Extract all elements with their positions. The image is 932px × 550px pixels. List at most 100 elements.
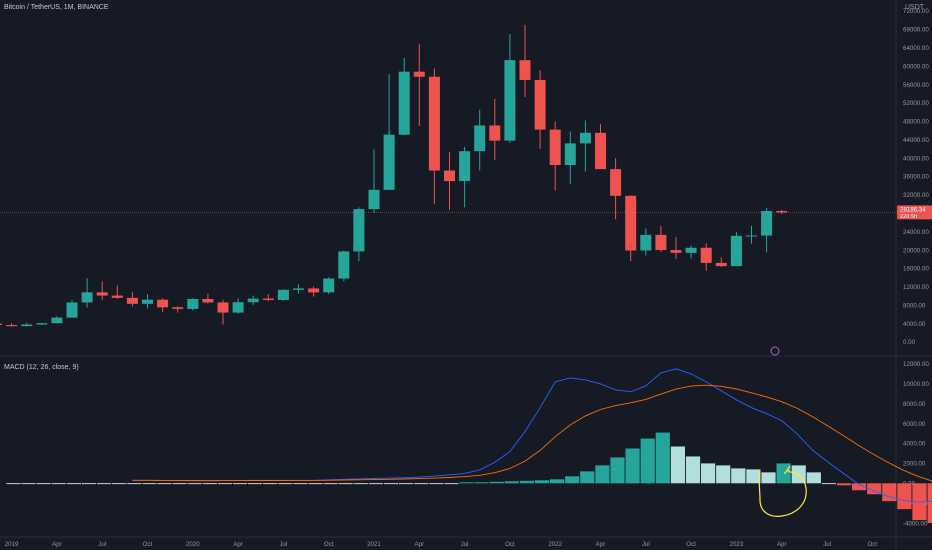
macd-tick-label: 12000.00 — [903, 361, 929, 368]
macd-histogram-bar — [761, 472, 776, 484]
macd-tick-label: 6000.00 — [903, 421, 926, 428]
macd-histogram-bar — [112, 483, 127, 485]
macd-histogram-bar — [746, 469, 761, 484]
candle — [142, 294, 153, 309]
candle-body — [277, 289, 289, 300]
macd-histogram-bar — [550, 479, 565, 484]
macd-histogram-bar — [685, 456, 701, 484]
candle-body — [489, 125, 501, 141]
candle-body — [338, 251, 350, 279]
candle — [700, 243, 712, 271]
time-tick-label: Jul — [279, 541, 287, 548]
candle — [625, 195, 637, 262]
macd-histogram-bar — [504, 481, 519, 484]
macd-histogram-bar — [701, 463, 716, 484]
macd-histogram-bar — [21, 483, 36, 485]
candle — [6, 323, 18, 327]
candle — [640, 228, 652, 256]
price-tick-label: 8000.00 — [903, 302, 926, 309]
candle — [81, 278, 93, 308]
macd-histogram-bar — [867, 483, 882, 495]
candle-body — [640, 234, 652, 251]
candle-body — [51, 317, 63, 324]
candle — [187, 297, 199, 311]
macd-histogram-bar — [338, 483, 353, 485]
candle — [595, 124, 606, 170]
time-tick-label: Apr — [596, 541, 606, 548]
candle — [277, 289, 289, 301]
time-tick-label: 2020 — [186, 541, 200, 548]
candle-body — [21, 324, 33, 327]
candle-body — [368, 189, 380, 210]
candle — [217, 299, 229, 325]
candle-body — [776, 210, 788, 213]
candle — [353, 207, 365, 262]
macd-histogram-bar — [157, 483, 172, 485]
candle-body — [6, 324, 18, 327]
macd-histogram-bar — [232, 483, 248, 485]
macd-histogram-bar — [187, 483, 202, 485]
macd-histogram-bar — [323, 483, 338, 485]
price-tick-label: 40000.00 — [903, 155, 929, 162]
macd-histogram-bar — [897, 483, 912, 510]
macd-histogram-bar — [670, 446, 685, 484]
candle-body — [610, 169, 622, 196]
price-tick-label: 4000.00 — [903, 321, 926, 328]
candle-body — [715, 262, 727, 267]
macd-histogram-bar — [655, 432, 670, 484]
price-tick-label: 44000.00 — [903, 137, 929, 144]
candle — [413, 44, 425, 126]
candle-body — [444, 170, 455, 182]
candle-body — [474, 125, 486, 152]
macd-histogram-bar — [595, 465, 610, 484]
last-price-value: 28186.34 — [900, 206, 926, 213]
price-tick-label: 60000.00 — [903, 63, 929, 70]
macd-histogram-bar — [293, 483, 308, 485]
hand-drawn-annotation — [758, 465, 807, 517]
candle-body — [217, 302, 229, 313]
candle-body — [0, 323, 2, 325]
candle — [126, 291, 138, 307]
candle — [308, 286, 320, 297]
macd-histogram-bar — [519, 480, 534, 484]
macd-histogram-bar — [97, 483, 112, 485]
macd-histogram-bar — [278, 483, 293, 485]
macd-histogram-bar — [36, 483, 51, 485]
candle-body — [595, 132, 606, 170]
candle — [111, 285, 123, 299]
candle-body — [519, 60, 531, 80]
candle-body — [428, 76, 440, 171]
candle-body — [172, 307, 184, 309]
time-tick-label: 2019 — [5, 541, 19, 548]
macd-tick-label: 8000.00 — [903, 401, 926, 408]
macd-histogram-bar — [459, 482, 474, 484]
macd-histogram-bar — [474, 482, 489, 484]
macd-histogram-bar — [534, 480, 550, 484]
candle — [368, 149, 380, 213]
price-tick-label: 48000.00 — [903, 119, 929, 126]
time-tick-label: 2022 — [548, 541, 562, 548]
candle — [534, 70, 546, 149]
price-tick-label: 72000.00 — [903, 8, 929, 15]
macd-histogram-bar — [217, 483, 232, 485]
candle-body — [157, 299, 169, 308]
macd-tick-label: 10000.00 — [903, 381, 929, 388]
price-tick-label: 32000.00 — [903, 192, 929, 199]
candle-body — [700, 247, 712, 263]
candle-body — [36, 323, 48, 325]
macd-histogram-bar — [81, 483, 97, 485]
macd-histogram-bar — [202, 483, 217, 485]
candle-body — [126, 297, 138, 304]
macd-histogram-bar — [716, 465, 731, 484]
candle-body — [625, 195, 637, 251]
candle-body — [232, 302, 244, 313]
macd-histogram-bar — [66, 483, 81, 485]
candle-body — [579, 132, 591, 144]
candle — [0, 323, 2, 325]
price-tick-label: 68000.00 — [903, 27, 929, 34]
candle-body — [746, 235, 757, 237]
candle — [293, 284, 304, 294]
macd-histogram-bar — [836, 483, 852, 486]
